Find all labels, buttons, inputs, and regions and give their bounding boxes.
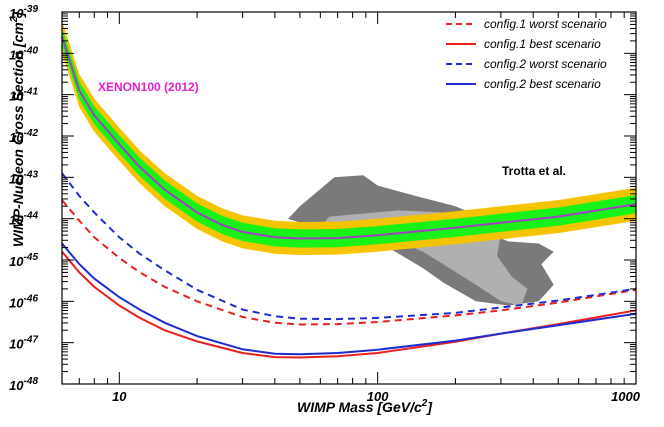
xenon-median-line <box>61 36 637 240</box>
legend-label: config.2 best scenario <box>484 77 601 91</box>
y-tick-label: 10-41 <box>9 87 38 104</box>
legend-label: config.1 best scenario <box>484 37 601 51</box>
x-tick-label: 100 <box>367 389 389 404</box>
trotta-label: Trotta et al. <box>502 164 566 178</box>
legend: config.1 worst scenario config.1 best sce… <box>446 17 607 91</box>
y-tick-label: 10-43 <box>9 169 38 186</box>
x-axis-title: WIMP Mass [GeV/c2] <box>297 398 433 415</box>
y-tick-label: 10-44 <box>9 211 38 228</box>
y-tick-label: 10-45 <box>9 252 38 269</box>
y-tick-label: 10-47 <box>9 335 38 352</box>
x-axis-title-main: WIMP Mass [GeV/c <box>297 399 422 415</box>
y-tick-label: 10-48 <box>9 376 38 393</box>
y-axis-title-sup: 2 <box>9 16 20 23</box>
series-line-1 <box>61 199 637 326</box>
y-tick-label: 10-42 <box>9 128 38 145</box>
y-tick-label: 10-40 <box>9 45 38 62</box>
xenon-label: XENON100 (2012) <box>98 80 199 94</box>
x-axis-title-tail: ] <box>425 399 433 415</box>
y-axis-title-main: WIMP-Nucleon Cross Section [cm <box>10 22 26 247</box>
series-line-4 <box>61 242 637 356</box>
y-axis-title-tail: ] <box>10 11 26 19</box>
y-tick-label: 10-46 <box>9 293 38 310</box>
x-axis-title-sup: 2 <box>421 398 428 409</box>
y-tick-label: 10-39 <box>9 4 38 21</box>
y-axis-title: WIMP-Nucleon Cross Section [cm2] <box>9 11 26 247</box>
annotations: XENON100 (2012) Trotta et al. <box>98 80 566 178</box>
axis-layer: 10-39 10-40 10-41 10-42 10-43 10-44 10-45 10-46… <box>9 4 641 404</box>
plot-frame <box>61 11 637 385</box>
legend-label: config.2 worst scenario <box>484 57 607 71</box>
x-tick-label: 1000 <box>611 389 641 404</box>
x-tick-label: 10 <box>112 389 127 404</box>
legend-label: config.1 worst scenario <box>484 17 607 31</box>
data-layer <box>61 20 637 359</box>
series-line-3 <box>61 172 637 321</box>
